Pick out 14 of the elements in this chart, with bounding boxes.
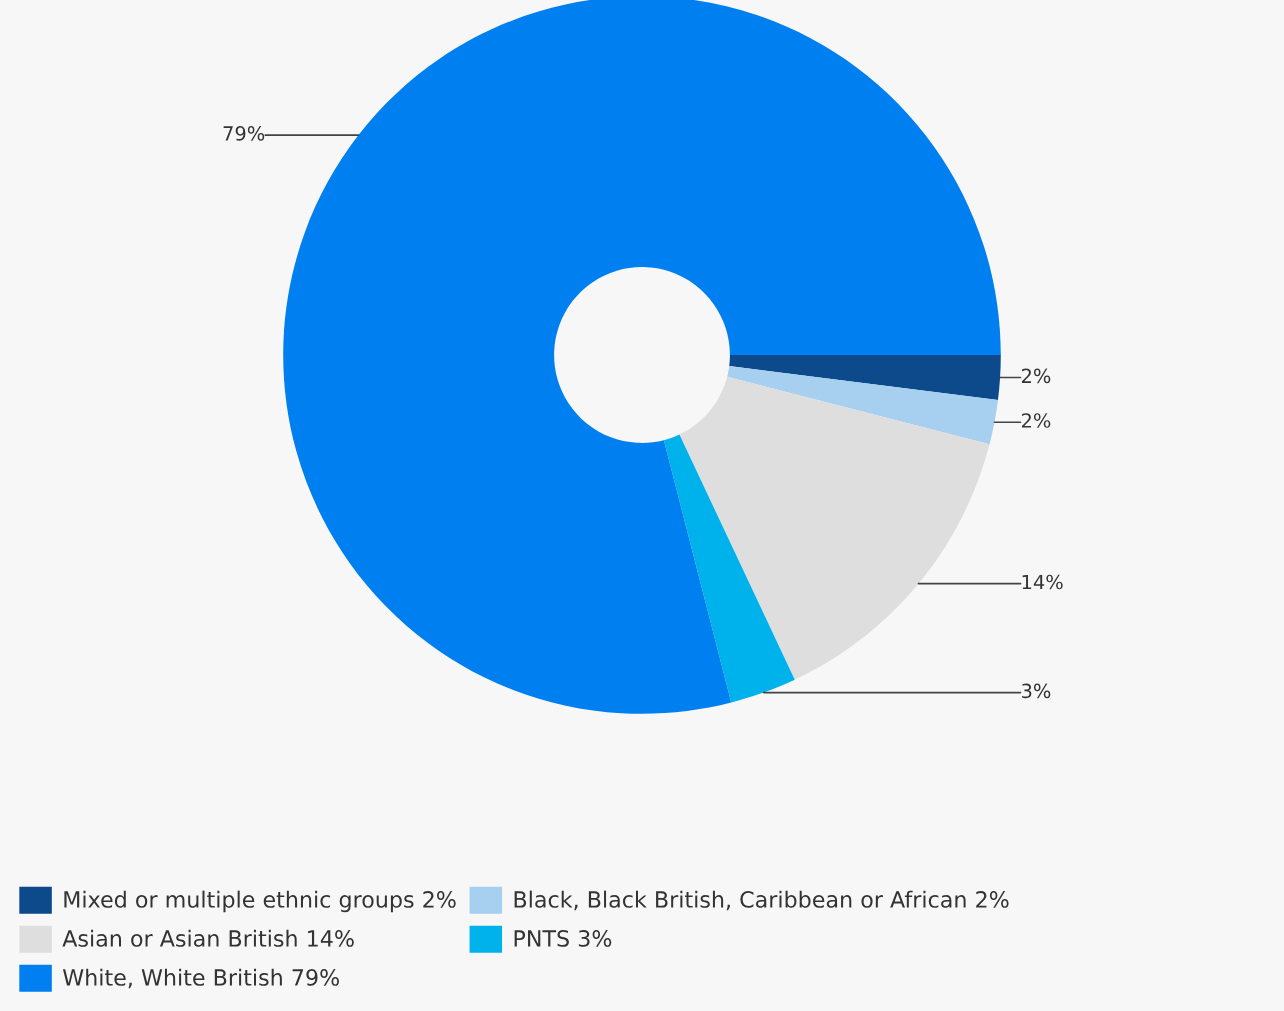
data-label: 2% xyxy=(1021,413,1051,428)
legend-label: PNTS 3% xyxy=(514,930,612,947)
donut-slice xyxy=(679,376,990,680)
data-label: 3% xyxy=(1022,683,1051,699)
legend-label: Asian or Asian British 14% xyxy=(62,929,354,947)
legend-label: Black, Black British, Caribbean or African 2% xyxy=(514,890,1009,911)
donut-slice xyxy=(729,355,1001,400)
donut-slice xyxy=(727,366,998,445)
data-label: 79% xyxy=(223,126,265,141)
data-label: 2% xyxy=(1021,368,1051,384)
data-label: 14% xyxy=(1022,574,1063,590)
legend-label: Mixed or multiple ethnic groups 2% xyxy=(64,890,456,913)
donut-slice xyxy=(663,434,795,703)
legend-label: White, White British 79% xyxy=(62,968,339,989)
